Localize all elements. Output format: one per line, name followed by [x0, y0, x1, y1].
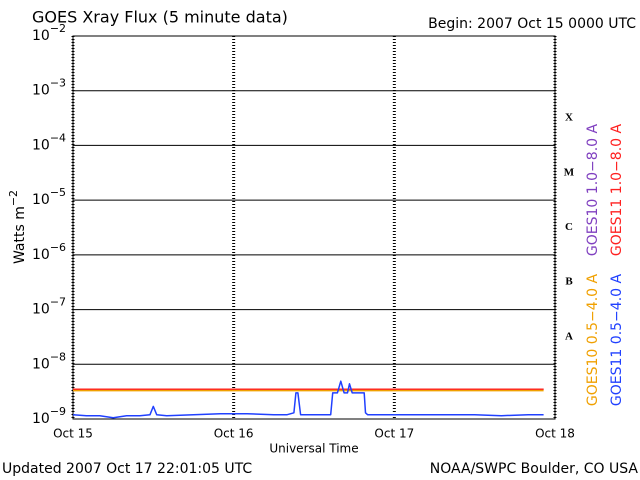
source-note: NOAA/SWPC Boulder, CO USA [430, 461, 639, 477]
y-tick-exponent: −3 [50, 77, 66, 90]
y-tick-label: 10−7 [32, 296, 66, 318]
y-tick-exponent: −9 [50, 405, 66, 418]
y-axis-label-base: Watts m [12, 206, 28, 264]
y-tick-exponent: −7 [50, 296, 66, 309]
chart-title: GOES Xray Flux (5 minute data) [32, 8, 288, 27]
legend-entry: GOES10 0.5−4.0 A [585, 274, 601, 407]
x-tick-label: Oct 18 [535, 427, 575, 441]
y-tick-label: 10−5 [32, 186, 66, 208]
y-tick-base: 10 [32, 247, 50, 263]
y-tick-base: 10 [32, 28, 50, 44]
y-tick-label: 10−2 [32, 22, 66, 44]
x-tick-label: Oct 17 [374, 427, 414, 441]
y-tick-base: 10 [32, 302, 50, 318]
y-tick-base: 10 [32, 83, 50, 99]
y-tick-exponent: −2 [50, 22, 66, 35]
y-tick-base: 10 [32, 192, 50, 208]
updated-note: Updated 2007 Oct 17 22:01:05 UTC [2, 461, 252, 477]
y-tick-base: 10 [32, 356, 50, 372]
x-tick-label: Oct 16 [214, 427, 254, 441]
y-tick-exponent: −6 [50, 241, 66, 254]
y-tick-label: 10−3 [32, 77, 66, 99]
flare-class-label: M [564, 166, 575, 178]
flare-class-label: B [565, 276, 573, 288]
y-tick-base: 10 [32, 411, 50, 427]
legend-entry: GOES11 0.5−4.0 A [609, 274, 625, 407]
y-tick-label: 10−6 [32, 241, 66, 263]
plot-frame [72, 35, 556, 420]
chart-subtitle: Begin: 2007 Oct 15 0000 UTC [428, 16, 636, 32]
flare-class-label: A [565, 330, 573, 342]
y-tick-exponent: −8 [50, 350, 66, 363]
x-tick-label: Oct 15 [53, 427, 93, 441]
y-tick-exponent: −4 [50, 131, 66, 144]
y-axis-label-exponent: −2 [7, 190, 20, 206]
y-tick-label: 10−4 [32, 131, 66, 153]
y-tick-label: 10−8 [32, 350, 66, 372]
series-line [72, 380, 544, 419]
x-axis-label: Universal Time [269, 442, 358, 456]
y-tick-base: 10 [32, 137, 50, 153]
y-axis-label: Watts m−2 [7, 190, 28, 264]
y-tick-exponent: −5 [50, 186, 66, 199]
flare-class-label: X [565, 112, 573, 124]
y-tick-label: 10−9 [32, 405, 66, 427]
flare-class-label: C [565, 221, 573, 233]
legend-entry: GOES11 1.0−8.0 A [609, 124, 625, 257]
legend-entry: GOES10 1.0−8.0 A [585, 124, 601, 257]
